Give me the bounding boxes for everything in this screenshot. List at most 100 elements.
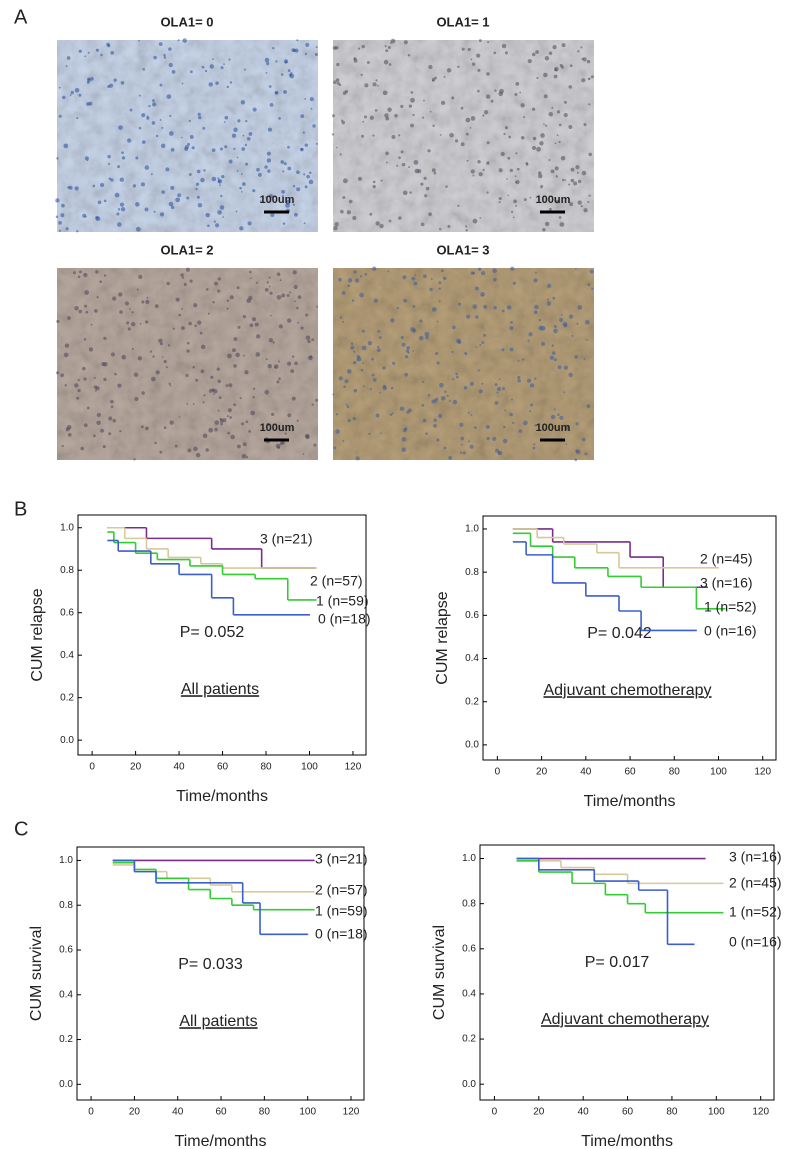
cell-nucleus — [532, 136, 537, 141]
cell-nucleus — [287, 318, 292, 323]
cell-nucleus — [110, 399, 114, 404]
cell-nucleus — [246, 298, 252, 304]
cell-nucleus — [82, 213, 87, 218]
cell-nucleus — [580, 46, 583, 49]
cell-nucleus — [211, 176, 217, 182]
cell-nucleus — [443, 276, 447, 281]
cell-nucleus — [561, 43, 566, 48]
cell-nucleus — [202, 433, 208, 439]
cell-nucleus — [175, 197, 181, 203]
cell-nucleus — [345, 403, 348, 406]
y-tick-label: 0.6 — [59, 945, 73, 956]
cell-nucleus — [383, 59, 389, 65]
cell-nucleus — [431, 307, 437, 312]
cell-nucleus — [266, 281, 269, 284]
scale-label: 100um — [260, 194, 295, 206]
cell-nucleus — [551, 344, 555, 347]
cell-nucleus — [287, 145, 290, 149]
cell-nucleus — [92, 184, 96, 188]
cell-nucleus — [399, 406, 405, 411]
image-title: OLA1= 1 — [436, 14, 489, 29]
cell-nucleus — [555, 200, 560, 204]
cell-nucleus — [205, 448, 209, 452]
cell-nucleus — [480, 292, 485, 297]
cell-nucleus — [287, 69, 291, 72]
cell-nucleus — [84, 290, 89, 295]
cell-nucleus — [217, 277, 221, 281]
cell-nucleus — [231, 133, 237, 138]
cell-nucleus — [177, 193, 182, 198]
cell-nucleus — [138, 274, 143, 279]
cell-nucleus — [369, 387, 372, 391]
cell-nucleus — [256, 167, 260, 172]
cell-nucleus — [413, 160, 419, 165]
cell-nucleus — [460, 436, 465, 441]
cell-nucleus — [212, 58, 214, 61]
cell-nucleus — [402, 190, 408, 196]
cell-nucleus — [100, 53, 103, 57]
cell-nucleus — [304, 433, 310, 439]
cell-nucleus — [284, 432, 287, 435]
p-value: P= 0.033 — [178, 956, 243, 973]
cell-nucleus — [174, 444, 178, 448]
cell-nucleus — [138, 126, 142, 130]
cell-nucleus — [574, 355, 579, 359]
cell-nucleus — [181, 82, 184, 85]
cell-nucleus — [527, 58, 532, 64]
cell-nucleus — [549, 355, 554, 360]
cell-nucleus — [403, 40, 408, 45]
cell-nucleus — [83, 338, 87, 341]
cell-nucleus — [165, 366, 168, 369]
cell-nucleus — [466, 314, 471, 319]
cell-nucleus — [138, 94, 141, 97]
cell-nucleus — [502, 438, 508, 444]
cell-nucleus — [332, 114, 335, 118]
cell-nucleus — [119, 429, 122, 433]
cell-nucleus — [210, 375, 214, 379]
x-tick-label: 100 — [299, 1107, 316, 1118]
cell-nucleus — [119, 202, 125, 207]
cell-nucleus — [314, 52, 318, 56]
cell-nucleus — [506, 178, 508, 180]
cell-nucleus — [485, 424, 491, 430]
plot-frame — [482, 515, 777, 761]
cell-nucleus — [189, 279, 193, 283]
cell-nucleus — [144, 426, 149, 431]
cell-nucleus — [171, 70, 176, 74]
cell-nucleus — [100, 183, 105, 188]
cell-nucleus — [377, 329, 381, 333]
cell-nucleus — [193, 446, 198, 451]
cell-nucleus — [217, 409, 220, 412]
cell-nucleus — [516, 167, 520, 171]
cell-nucleus — [553, 328, 558, 334]
cell-nucleus — [189, 135, 194, 139]
cell-nucleus — [292, 203, 296, 206]
cell-nucleus — [197, 320, 202, 325]
cell-nucleus — [96, 420, 101, 425]
cell-nucleus — [152, 355, 155, 358]
cell-nucleus — [394, 114, 398, 118]
cell-nucleus — [93, 434, 96, 438]
cell-nucleus — [540, 186, 542, 189]
cell-nucleus — [517, 359, 520, 362]
cell-nucleus — [235, 210, 238, 213]
cell-nucleus — [219, 147, 223, 151]
cell-nucleus — [400, 104, 404, 109]
cell-nucleus — [486, 191, 489, 194]
cell-nucleus — [102, 445, 106, 449]
cell-nucleus — [215, 81, 219, 85]
cell-nucleus — [310, 107, 313, 110]
panel-label: C — [14, 818, 28, 840]
cell-nucleus — [175, 297, 180, 302]
scale-label: 100um — [260, 422, 295, 434]
cell-nucleus — [379, 391, 381, 394]
cell-nucleus — [384, 113, 389, 118]
cell-nucleus — [228, 58, 231, 61]
cell-nucleus — [264, 389, 270, 395]
cell-nucleus — [90, 323, 93, 326]
cell-nucleus — [220, 422, 223, 426]
cell-nucleus — [237, 325, 241, 329]
cell-nucleus — [188, 173, 192, 176]
cell-nucleus — [117, 383, 122, 388]
cell-nucleus — [281, 293, 286, 298]
